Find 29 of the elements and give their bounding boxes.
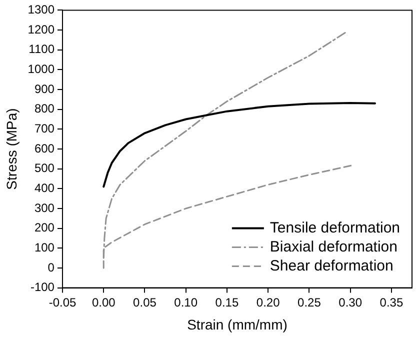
y-tick-label: 700	[34, 121, 55, 136]
x-tick-label: -0.05	[48, 295, 76, 310]
x-tick-label: 0.20	[256, 295, 280, 310]
y-tick-label: -100	[30, 280, 55, 294]
legend-label: Tensile deformation	[270, 219, 400, 236]
y-tick-label: 1200	[28, 22, 55, 36]
y-tick-label: 600	[34, 141, 55, 156]
legend-label: Biaxial deformation	[270, 238, 398, 256]
x-tick-label: 0.00	[92, 295, 116, 310]
y-tick-label: 0	[48, 260, 55, 274]
y-tick-label: 100	[34, 240, 55, 254]
y-axis-title: Stress (MPa)	[3, 108, 20, 190]
y-tick-label: 1100	[28, 42, 55, 56]
y-tick-label: 500	[34, 161, 55, 176]
y-tick-label: 800	[34, 102, 55, 116]
x-tick-label: 0.15	[215, 295, 239, 310]
x-axis-title: Strain (mm/mm)	[187, 316, 288, 332]
x-tick-label: 0.25	[298, 295, 322, 310]
y-tick-label: 900	[34, 82, 55, 96]
y-tick-label: 300	[34, 200, 55, 215]
legend-label: Shear deformation	[270, 257, 394, 274]
y-tick-label: 1300	[28, 2, 55, 17]
x-tick-label: 0.10	[174, 295, 198, 310]
x-tick-label: 0.30	[338, 295, 362, 310]
x-tick-label: 0.05	[133, 295, 157, 310]
y-tick-label: 1000	[28, 62, 55, 76]
x-tick-label: 0.35	[380, 295, 404, 310]
y-tick-label: 200	[34, 220, 55, 235]
y-tick-label: 400	[34, 180, 55, 195]
